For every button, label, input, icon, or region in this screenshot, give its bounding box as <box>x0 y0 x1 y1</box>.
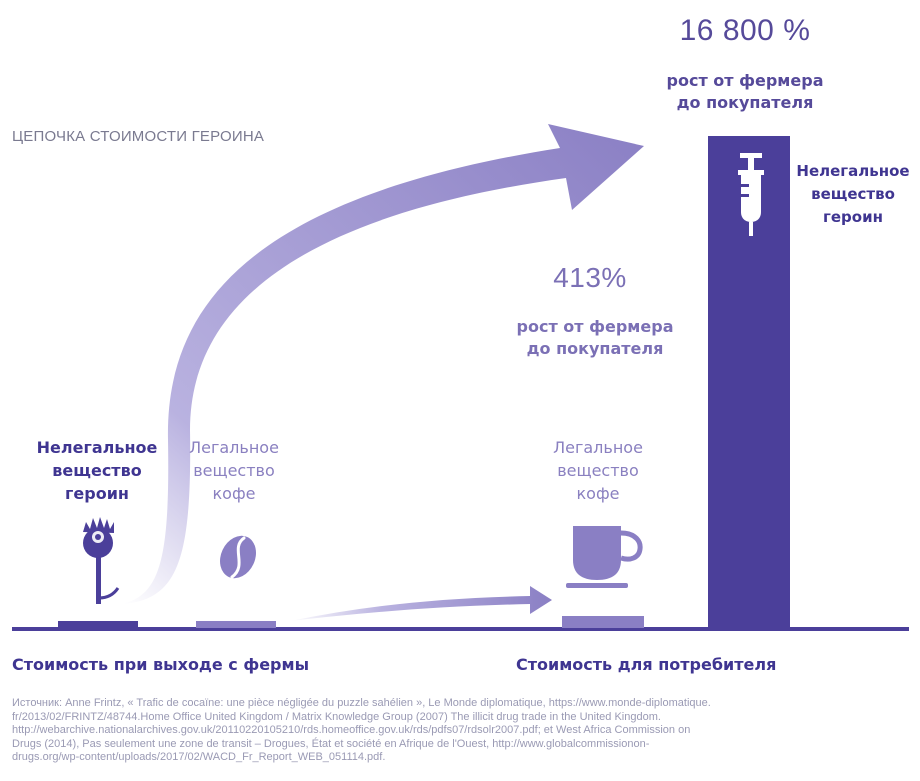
farm-heroin-bar <box>58 621 138 628</box>
source-line: drugs.org/wp-content/uploads/2017/02/WAC… <box>12 751 386 763</box>
syringe-icon <box>738 153 764 236</box>
source-line: Источник: Anne Frintz, « Trafic de cocaï… <box>12 697 711 709</box>
farm-heroin-label-line1: Нелегальное <box>36 438 158 457</box>
farm-coffee-label-line1: Легальное <box>189 438 279 457</box>
farm-heroin-label: Нелегальное вещество героин <box>22 436 172 505</box>
poppy-icon <box>83 517 120 604</box>
farm-heroin-label-line2: вещество <box>52 461 142 480</box>
coffee-cup-icon <box>566 526 643 588</box>
consumer-coffee-label-line3: кофе <box>576 484 620 503</box>
farm-coffee-label-line3: кофе <box>212 484 256 503</box>
coffee-growth-percent: 413% <box>553 262 627 293</box>
consumer-heroin-label-line1: Нелегальное <box>796 162 910 180</box>
farm-coffee-label: Легальное вещество кофе <box>170 436 298 505</box>
farm-value-axis-label: Стоимость при выходе с фермы <box>12 655 310 674</box>
coffee-bean-icon <box>220 535 256 579</box>
consumer-coffee-label: Легальное вещество кофе <box>534 436 662 505</box>
consumer-value-axis-label: Стоимость для потребителя <box>516 655 777 674</box>
consumer-heroin-label: Нелегальное вещество героин <box>790 160 916 229</box>
coffee-growth-caption-line1: рост от фермера <box>516 317 674 336</box>
heroin-growth-caption-line1: рост от фермера <box>666 71 824 90</box>
source-line: http://webarchive.nationalarchives.gov.u… <box>12 724 691 736</box>
coffee-growth-caption: рост от фермера до покупателя <box>490 316 700 360</box>
consumer-coffee-label-line2: вещество <box>557 461 639 480</box>
heroin-growth-percent: 16 800 % <box>679 14 811 47</box>
consumer-coffee-label-line1: Легальное <box>553 438 643 457</box>
coffee-growth-caption-line2: до покупателя <box>526 339 664 358</box>
farm-coffee-bar <box>196 621 276 628</box>
source-citation: Источник: Anne Frintz, « Trafic de cocaï… <box>12 697 912 765</box>
consumer-heroin-label-line3: героин <box>823 208 883 226</box>
farm-coffee-label-line2: вещество <box>193 461 275 480</box>
consumer-heroin-label-line2: вещество <box>811 185 895 203</box>
baseline-axis <box>12 627 909 631</box>
diagram-title: ЦЕПОЧКА СТОИМОСТИ ГЕРОИНА <box>12 128 265 145</box>
source-line: Drugs (2014), Pas seulement une zone de … <box>12 737 650 750</box>
coffee-growth-arrow <box>290 586 552 621</box>
heroin-growth-arrow <box>122 124 644 604</box>
heroin-growth-caption: рост от фермера до покупателя <box>630 70 860 114</box>
farm-heroin-label-line3: героин <box>65 484 129 503</box>
source-line: fr/2013/02/FRINTZ/48744.Home Office Unit… <box>12 710 661 723</box>
consumer-coffee-bar <box>562 616 644 628</box>
heroin-growth-caption-line2: до покупателя <box>676 93 814 112</box>
